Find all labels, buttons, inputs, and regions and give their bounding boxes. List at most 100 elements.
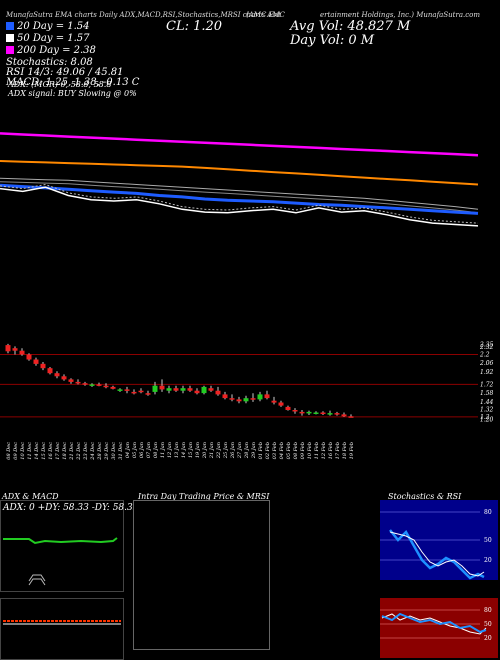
rsi-blue-line xyxy=(381,612,487,634)
intraday-panel xyxy=(133,500,270,650)
candle-body xyxy=(271,400,277,403)
candle-body xyxy=(103,385,109,388)
candlestick-chart: 2.352.322.22.06 1.92 1.72 1.58 1.441.321.21.… xyxy=(0,342,494,461)
date-tick: 05 Jan xyxy=(132,442,138,458)
ema-20-line xyxy=(0,183,479,215)
date-tick: 26 Jan xyxy=(230,442,236,459)
ema-200-line xyxy=(0,132,479,157)
adx-line-2: ADX signal: BUY Slowing @ 0% xyxy=(8,89,137,98)
candle-body xyxy=(201,386,207,394)
candle-body xyxy=(117,389,123,391)
stat-macd: MACD: 1.25, 1.38, -0.13 C xyxy=(6,77,140,88)
candle-body xyxy=(96,384,102,386)
rsi-label-50: 50 xyxy=(484,621,492,628)
stat-rsi: RSI 14/3: 49.06 / 45.81 xyxy=(6,67,124,78)
intraday-panel-title: Intra Day Trading Price & MRSI xyxy=(138,492,270,501)
adx-line xyxy=(3,537,118,545)
date-tick: 07 Jan xyxy=(146,442,152,458)
candle-body xyxy=(320,412,326,414)
date-tick: 21 Dec xyxy=(69,442,75,461)
date-tick: 10 Feb xyxy=(307,442,313,459)
stat-stochastics: Stochastics: 8.08 xyxy=(6,57,93,68)
candle-body xyxy=(285,406,291,410)
date-tick: 12 Feb xyxy=(321,442,327,459)
date-tick: 17 Dec xyxy=(55,442,61,460)
candle-body xyxy=(19,350,25,355)
adx-bump-lower xyxy=(28,578,46,586)
candles-group xyxy=(5,343,354,418)
candle-body xyxy=(12,348,18,351)
candle-body xyxy=(299,411,305,414)
candle-guides xyxy=(0,354,478,418)
date-tick: 06 Jan xyxy=(139,442,145,458)
candle-body xyxy=(215,390,221,395)
stoch-label-50: 50 xyxy=(484,537,492,544)
candle-body xyxy=(138,390,144,393)
avg-vol: Avg Vol: 48.827 M xyxy=(290,19,411,34)
candle-body xyxy=(40,363,46,369)
date-tick: 28 Dec xyxy=(97,442,103,461)
rsi-white-line xyxy=(381,613,487,635)
price-tick: 1.44 xyxy=(480,399,494,406)
price-tick: 1.20 xyxy=(480,416,494,423)
price-tick: 1.32 xyxy=(480,406,494,413)
candle-body xyxy=(250,398,256,400)
price-tick: 1.58 xyxy=(480,390,494,397)
candle-body xyxy=(166,388,172,391)
price-tick: 1.2 xyxy=(480,414,490,421)
candle-body xyxy=(5,345,11,352)
candle-body xyxy=(33,359,39,364)
date-tick: 21 Jan xyxy=(209,442,215,459)
candle-body xyxy=(61,376,67,380)
adx-panel: ADX: 0 +DY: 58.33 -DY: 58.33 xyxy=(0,500,138,592)
ema-100-line xyxy=(0,160,479,186)
candle-body xyxy=(187,388,193,391)
ema-chart xyxy=(0,132,479,227)
candle-body xyxy=(334,413,340,415)
candle-body xyxy=(313,412,319,414)
signal-line xyxy=(0,183,479,224)
price-tick: 2.35 xyxy=(479,342,494,349)
date-tick: 22 Jan xyxy=(216,442,222,459)
candle-body xyxy=(194,390,200,394)
date-tick: 11 Jan xyxy=(160,442,166,458)
date-tick: 18 Dec xyxy=(62,442,68,460)
candle-body xyxy=(236,399,242,402)
header-right-line: ertainment Holdings, Inc.) MunafaSutra.c… xyxy=(320,11,480,19)
date-tick: 22 Dec xyxy=(76,442,82,461)
date-tick: 05 Feb xyxy=(286,442,292,459)
date-tick: 29 Dec xyxy=(104,442,110,461)
close-label: CL: 1.20 xyxy=(166,19,223,34)
stochastics-panel-title: Stochastics & RSI xyxy=(388,492,462,501)
rsi-panel: 80 50 20 xyxy=(380,598,498,658)
candle-body xyxy=(327,413,333,415)
date-tick: 08 Jan xyxy=(153,442,159,458)
candle-body xyxy=(54,373,60,377)
candle-body xyxy=(208,388,214,391)
stoch-d-line xyxy=(389,531,485,577)
price-tick: 2.06 xyxy=(479,360,494,367)
date-tick: 19 Jan xyxy=(195,442,201,458)
date-axis: 08 Dec 09 Dec 10 Dec 11 Dec 14 Dec 15 Dec 16 D… xyxy=(6,442,355,461)
date-tick: 25 Jan xyxy=(223,442,229,459)
date-tick: 15 Dec xyxy=(41,442,47,460)
stoch-k-line xyxy=(389,529,485,580)
price-tick: 1.92 xyxy=(480,369,494,376)
legend-swatch-20-day xyxy=(6,22,14,30)
date-tick: 29 Jan xyxy=(251,442,257,459)
date-tick: 24 Dec xyxy=(90,442,96,461)
candle-body xyxy=(159,385,165,390)
candle-body xyxy=(124,389,130,391)
date-tick: 14 Dec xyxy=(34,442,40,460)
candle-body xyxy=(110,386,116,389)
date-tick: 20 Jan xyxy=(202,442,208,459)
price-tick: 1.72 xyxy=(480,381,494,388)
date-tick: 02 Feb xyxy=(265,442,271,459)
candle-body xyxy=(152,385,158,392)
legend-20-day: 20 Day = 1.54 xyxy=(6,21,90,32)
date-tick: 27 Jan xyxy=(237,442,243,459)
adx-lines xyxy=(3,537,118,586)
price-axis: 2.352.322.22.06 1.92 1.72 1.58 1.441.321.21.… xyxy=(479,342,494,424)
rsi-lines: 80 50 20 xyxy=(380,607,492,642)
date-tick: 17 Feb xyxy=(335,442,341,459)
